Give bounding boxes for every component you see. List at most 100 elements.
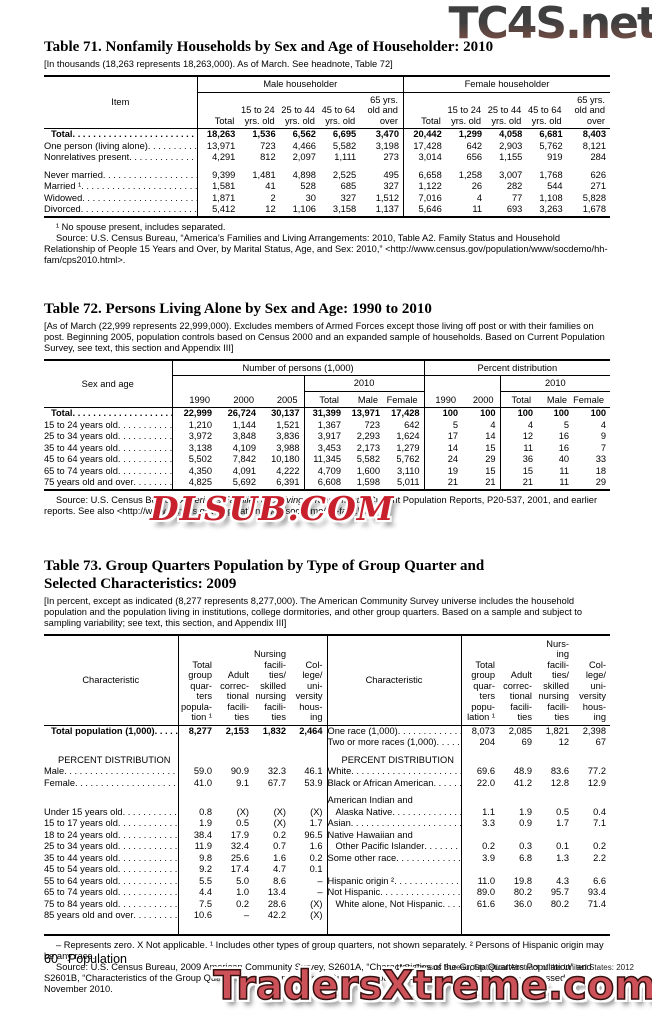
row-label: Not Hispanic bbox=[326, 887, 461, 899]
row-label bbox=[326, 910, 461, 935]
row-label-text: Asian bbox=[327, 818, 351, 828]
table-row: 55 to 64 years old 5.5 5.0 8.6 –Hispanic ori… bbox=[44, 875, 610, 888]
column-header: 25 to 44 yrs. old bbox=[281, 105, 315, 126]
value-cell: 4,222 bbox=[276, 465, 300, 476]
row-label: 45 to 54 years old bbox=[44, 864, 178, 876]
value-cell: 11.9 bbox=[177, 841, 216, 853]
table71-headnote: [In thousands (18,263 represents 18,263,… bbox=[44, 59, 393, 69]
table-row: 45 to 64 years old 5,502 7,842 10,18011,345… bbox=[44, 454, 610, 466]
dot-leader bbox=[133, 477, 171, 489]
dot-leader bbox=[118, 899, 178, 911]
table73-footnote: – Represents zero. X Not applicable. ¹ I… bbox=[44, 939, 604, 961]
value-cell: 16 bbox=[558, 431, 570, 441]
page-footer: 60 Population bbox=[44, 952, 127, 966]
dot-leader bbox=[118, 443, 172, 455]
value-cell bbox=[460, 864, 499, 876]
value-cell: 271 bbox=[590, 181, 606, 191]
value-cell: 626 bbox=[590, 169, 606, 180]
value-cell: 4.7 bbox=[273, 864, 286, 874]
value-cell: 1.9 bbox=[519, 806, 532, 817]
row-label-text: 18 to 24 years old bbox=[44, 829, 118, 840]
value-cell: 100 bbox=[423, 407, 463, 420]
value-cell: 3,848 bbox=[232, 431, 256, 441]
dot-leader bbox=[73, 408, 172, 420]
value-cell: 4 bbox=[476, 192, 483, 203]
value-cell: 28.6 bbox=[267, 898, 286, 909]
row-label-text: Under 15 years old bbox=[44, 806, 123, 817]
value-cell: 33 bbox=[595, 454, 607, 464]
value-cell: 5,692 bbox=[232, 477, 256, 487]
value-cell bbox=[536, 830, 573, 842]
value-cell: 15 bbox=[485, 442, 496, 453]
value-cell: 11 bbox=[472, 204, 483, 214]
value-cell: 1,106 bbox=[292, 204, 316, 214]
value-cell: 1,258 bbox=[458, 169, 483, 180]
row-label-text: Divorced bbox=[44, 204, 81, 214]
row-label-text: PERCENT DISTRIBUTION bbox=[58, 754, 171, 765]
value-cell: 30 bbox=[305, 192, 316, 203]
row-label: PERCENT DISTRIBUTION bbox=[44, 749, 178, 767]
value-cell: 15 bbox=[499, 465, 538, 477]
value-cell: 2 bbox=[270, 192, 276, 203]
table-row: Total population (1,000) 8,277 2,153 1,832 2… bbox=[44, 725, 610, 737]
value-cell bbox=[499, 749, 536, 767]
dot-leader bbox=[118, 876, 178, 888]
value-cell: 21 bbox=[485, 477, 496, 487]
value-cell: 1,536 bbox=[252, 129, 276, 139]
column-header: 45 to 64 yrs. old bbox=[321, 105, 356, 126]
value-cell: 1,624 bbox=[396, 431, 420, 441]
value-cell: 0.8 bbox=[177, 806, 216, 818]
value-cell: 0.4 bbox=[593, 806, 606, 817]
value-cell: (X) bbox=[273, 806, 286, 817]
value-cell bbox=[177, 748, 216, 766]
footer-credit: U.S. Census Bureau, Statistical Abstract… bbox=[396, 963, 634, 972]
table73: Characteristic Total group quar- ters po… bbox=[44, 633, 610, 936]
row-label: One race (1,000) bbox=[326, 725, 461, 737]
value-cell: 4.4 bbox=[177, 887, 216, 899]
value-cell: 10.6 bbox=[177, 910, 216, 935]
row-label-text: 65 to 74 years old bbox=[44, 465, 118, 476]
value-cell: 1.7 bbox=[556, 818, 569, 828]
table72-notes: Source: U.S. Census Bureau, America’s Fa… bbox=[44, 495, 610, 517]
dot-leader bbox=[82, 193, 196, 205]
row-label-text: Some other race bbox=[327, 852, 397, 863]
row-label-text: Total bbox=[51, 129, 73, 139]
value-cell: 9,399 bbox=[196, 163, 240, 181]
value-cell: 1,137 bbox=[375, 204, 399, 214]
value-cell: 61.6 bbox=[460, 898, 499, 910]
value-cell bbox=[499, 910, 536, 935]
value-cell: 53.9 bbox=[304, 777, 323, 788]
value-cell bbox=[460, 748, 499, 766]
row-label-text: Never married bbox=[44, 169, 103, 180]
value-cell: 1.0 bbox=[236, 887, 249, 897]
value-cell: 5,412 bbox=[196, 204, 240, 217]
row-label-text: 55 to 64 years old bbox=[44, 875, 118, 886]
value-cell: 6,658 bbox=[402, 163, 446, 181]
value-cell: 11.0 bbox=[460, 875, 499, 887]
value-cell: 41 bbox=[265, 181, 276, 191]
value-cell: 3,836 bbox=[276, 431, 300, 441]
value-cell: 5,582 bbox=[356, 454, 380, 464]
value-cell: 0.5 bbox=[236, 818, 249, 828]
row-label-text: Two or more races (1,000) bbox=[327, 737, 437, 747]
row-label: Total bbox=[44, 129, 197, 141]
value-cell: – bbox=[317, 875, 323, 886]
value-cell: 6,608 bbox=[303, 477, 345, 490]
row-label: Total bbox=[44, 408, 172, 420]
value-cell bbox=[253, 749, 290, 767]
column-header: Total bbox=[499, 391, 538, 408]
value-cell: 46.1 bbox=[304, 766, 323, 776]
dot-leader bbox=[396, 853, 460, 865]
row-label: Never married bbox=[44, 164, 197, 182]
value-cell: 4,898 bbox=[292, 169, 316, 180]
dot-leader bbox=[81, 204, 197, 216]
table71-item-header: Item bbox=[111, 97, 130, 108]
value-cell: 6,391 bbox=[276, 477, 300, 487]
value-cell: 3,988 bbox=[276, 442, 300, 453]
value-cell: 29 bbox=[595, 477, 607, 487]
value-cell: 9.8 bbox=[177, 852, 216, 864]
row-label: 35 to 44 years old bbox=[44, 443, 172, 455]
value-cell: 24 bbox=[423, 454, 463, 466]
value-cell: 0.1 bbox=[309, 864, 323, 874]
